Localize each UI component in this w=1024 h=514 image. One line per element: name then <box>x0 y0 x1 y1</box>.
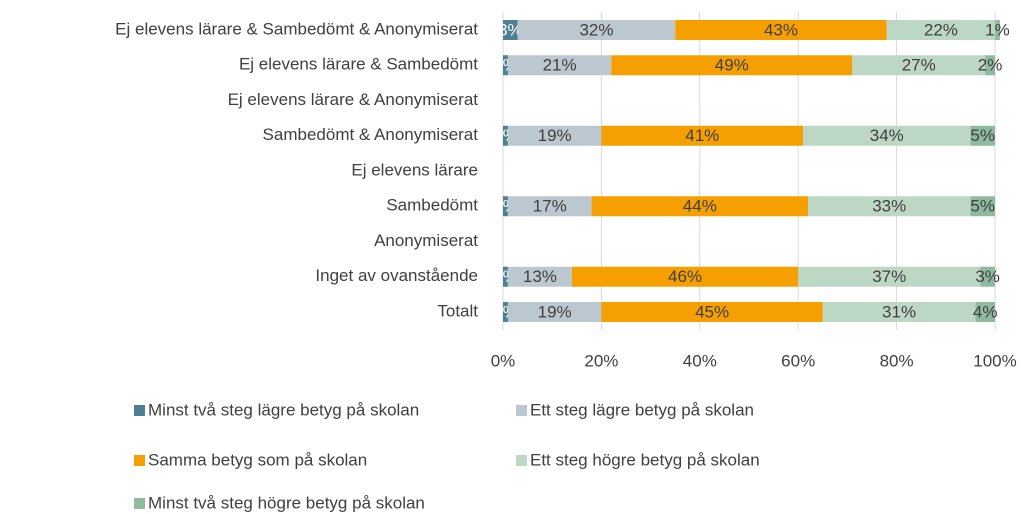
data-label: 17% <box>533 197 567 216</box>
bar-segment <box>507 125 602 146</box>
data-label: 43% <box>764 20 798 39</box>
bar-segment <box>503 266 508 287</box>
bar-segment <box>970 125 995 146</box>
data-label: 46% <box>668 267 702 286</box>
bar-segment <box>803 125 971 146</box>
x-tick-label: 0% <box>491 351 516 370</box>
y-tick-label: Ej elevens lärare & Anonymiserat <box>228 90 479 109</box>
bar-segment <box>601 125 804 146</box>
bar-segment <box>995 20 1000 40</box>
legend-label: Ett steg högre betyg på skolan <box>530 450 760 469</box>
y-tick-label: Sambedömt <box>386 196 478 215</box>
y-tick-label: Ej elevens lärare <box>351 160 478 179</box>
data-label: 34% <box>870 126 904 145</box>
data-label: 1% <box>985 20 1010 39</box>
bar-segment <box>503 196 508 217</box>
y-tick-label: Ej elevens lärare & Sambedömt <box>239 55 478 74</box>
bar-segment <box>886 20 995 40</box>
data-label: 31% <box>882 302 916 321</box>
bar-segment <box>985 55 995 76</box>
y-tick-label: Sambedömt & Anonymiserat <box>263 125 479 144</box>
data-label: 5% <box>970 197 995 216</box>
bar-segment <box>503 20 518 40</box>
x-tick-label: 40% <box>683 351 717 370</box>
data-label: 41% <box>685 126 719 145</box>
legend-label: Ett steg lägre betyg på skolan <box>530 400 754 419</box>
data-label: 19% <box>538 126 572 145</box>
data-label: 37% <box>872 267 906 286</box>
bar-segment <box>507 302 602 322</box>
bar-segment <box>517 20 676 40</box>
bar-segment <box>822 302 976 322</box>
bar-segment <box>591 196 809 217</box>
legend-label: Minst två steg högre betyg på skolan <box>148 493 425 512</box>
y-tick-label: Inget av ovanstående <box>315 266 478 285</box>
legend-label: Samma betyg som på skolan <box>148 450 367 469</box>
bar-segment <box>611 55 853 76</box>
y-tick-label: Ej elevens lärare & Sambedömt & Anonymis… <box>115 19 478 38</box>
data-label: 22% <box>924 20 958 39</box>
bar-segment <box>852 55 986 76</box>
data-label: 3% <box>975 267 1000 286</box>
data-label: 3% <box>498 20 523 39</box>
data-label: 33% <box>872 197 906 216</box>
x-tick-label: 60% <box>781 351 815 370</box>
data-label: 5% <box>970 126 995 145</box>
bar-segment <box>503 55 508 76</box>
data-label: 45% <box>695 302 729 321</box>
legend-swatch <box>516 455 527 466</box>
y-tick-label: Anonymiserat <box>374 231 478 250</box>
data-label: 21% <box>543 56 577 75</box>
data-label: 19% <box>538 302 572 321</box>
bar-segment <box>975 302 995 322</box>
bar-segment <box>980 266 995 287</box>
data-label: 13% <box>523 267 557 286</box>
bar-segment <box>503 125 508 146</box>
bar-segment <box>503 302 508 322</box>
bar-segment <box>507 196 592 217</box>
legend-swatch <box>134 405 145 416</box>
bar-segment <box>507 55 612 76</box>
bar-segment <box>507 266 572 287</box>
data-label: 2% <box>978 56 1003 75</box>
data-label: 27% <box>902 56 936 75</box>
legend-swatch <box>134 455 145 466</box>
x-tick-label: 80% <box>880 351 914 370</box>
data-label: 44% <box>683 197 717 216</box>
bar-segment <box>970 196 995 217</box>
legend-label: Minst två steg lägre betyg på skolan <box>148 400 419 419</box>
bar-segment <box>808 196 971 217</box>
bar-segment <box>798 266 981 287</box>
legend-swatch <box>134 498 145 509</box>
bar-segment <box>571 266 799 287</box>
data-label: 32% <box>579 20 613 39</box>
y-tick-label: Totalt <box>437 301 478 320</box>
bar-segment <box>601 302 823 322</box>
data-label: 49% <box>715 56 749 75</box>
x-tick-label: 20% <box>584 351 618 370</box>
bar-segment <box>675 20 887 40</box>
x-tick-label: 100% <box>973 351 1016 370</box>
legend-swatch <box>516 405 527 416</box>
data-label: 4% <box>973 302 998 321</box>
